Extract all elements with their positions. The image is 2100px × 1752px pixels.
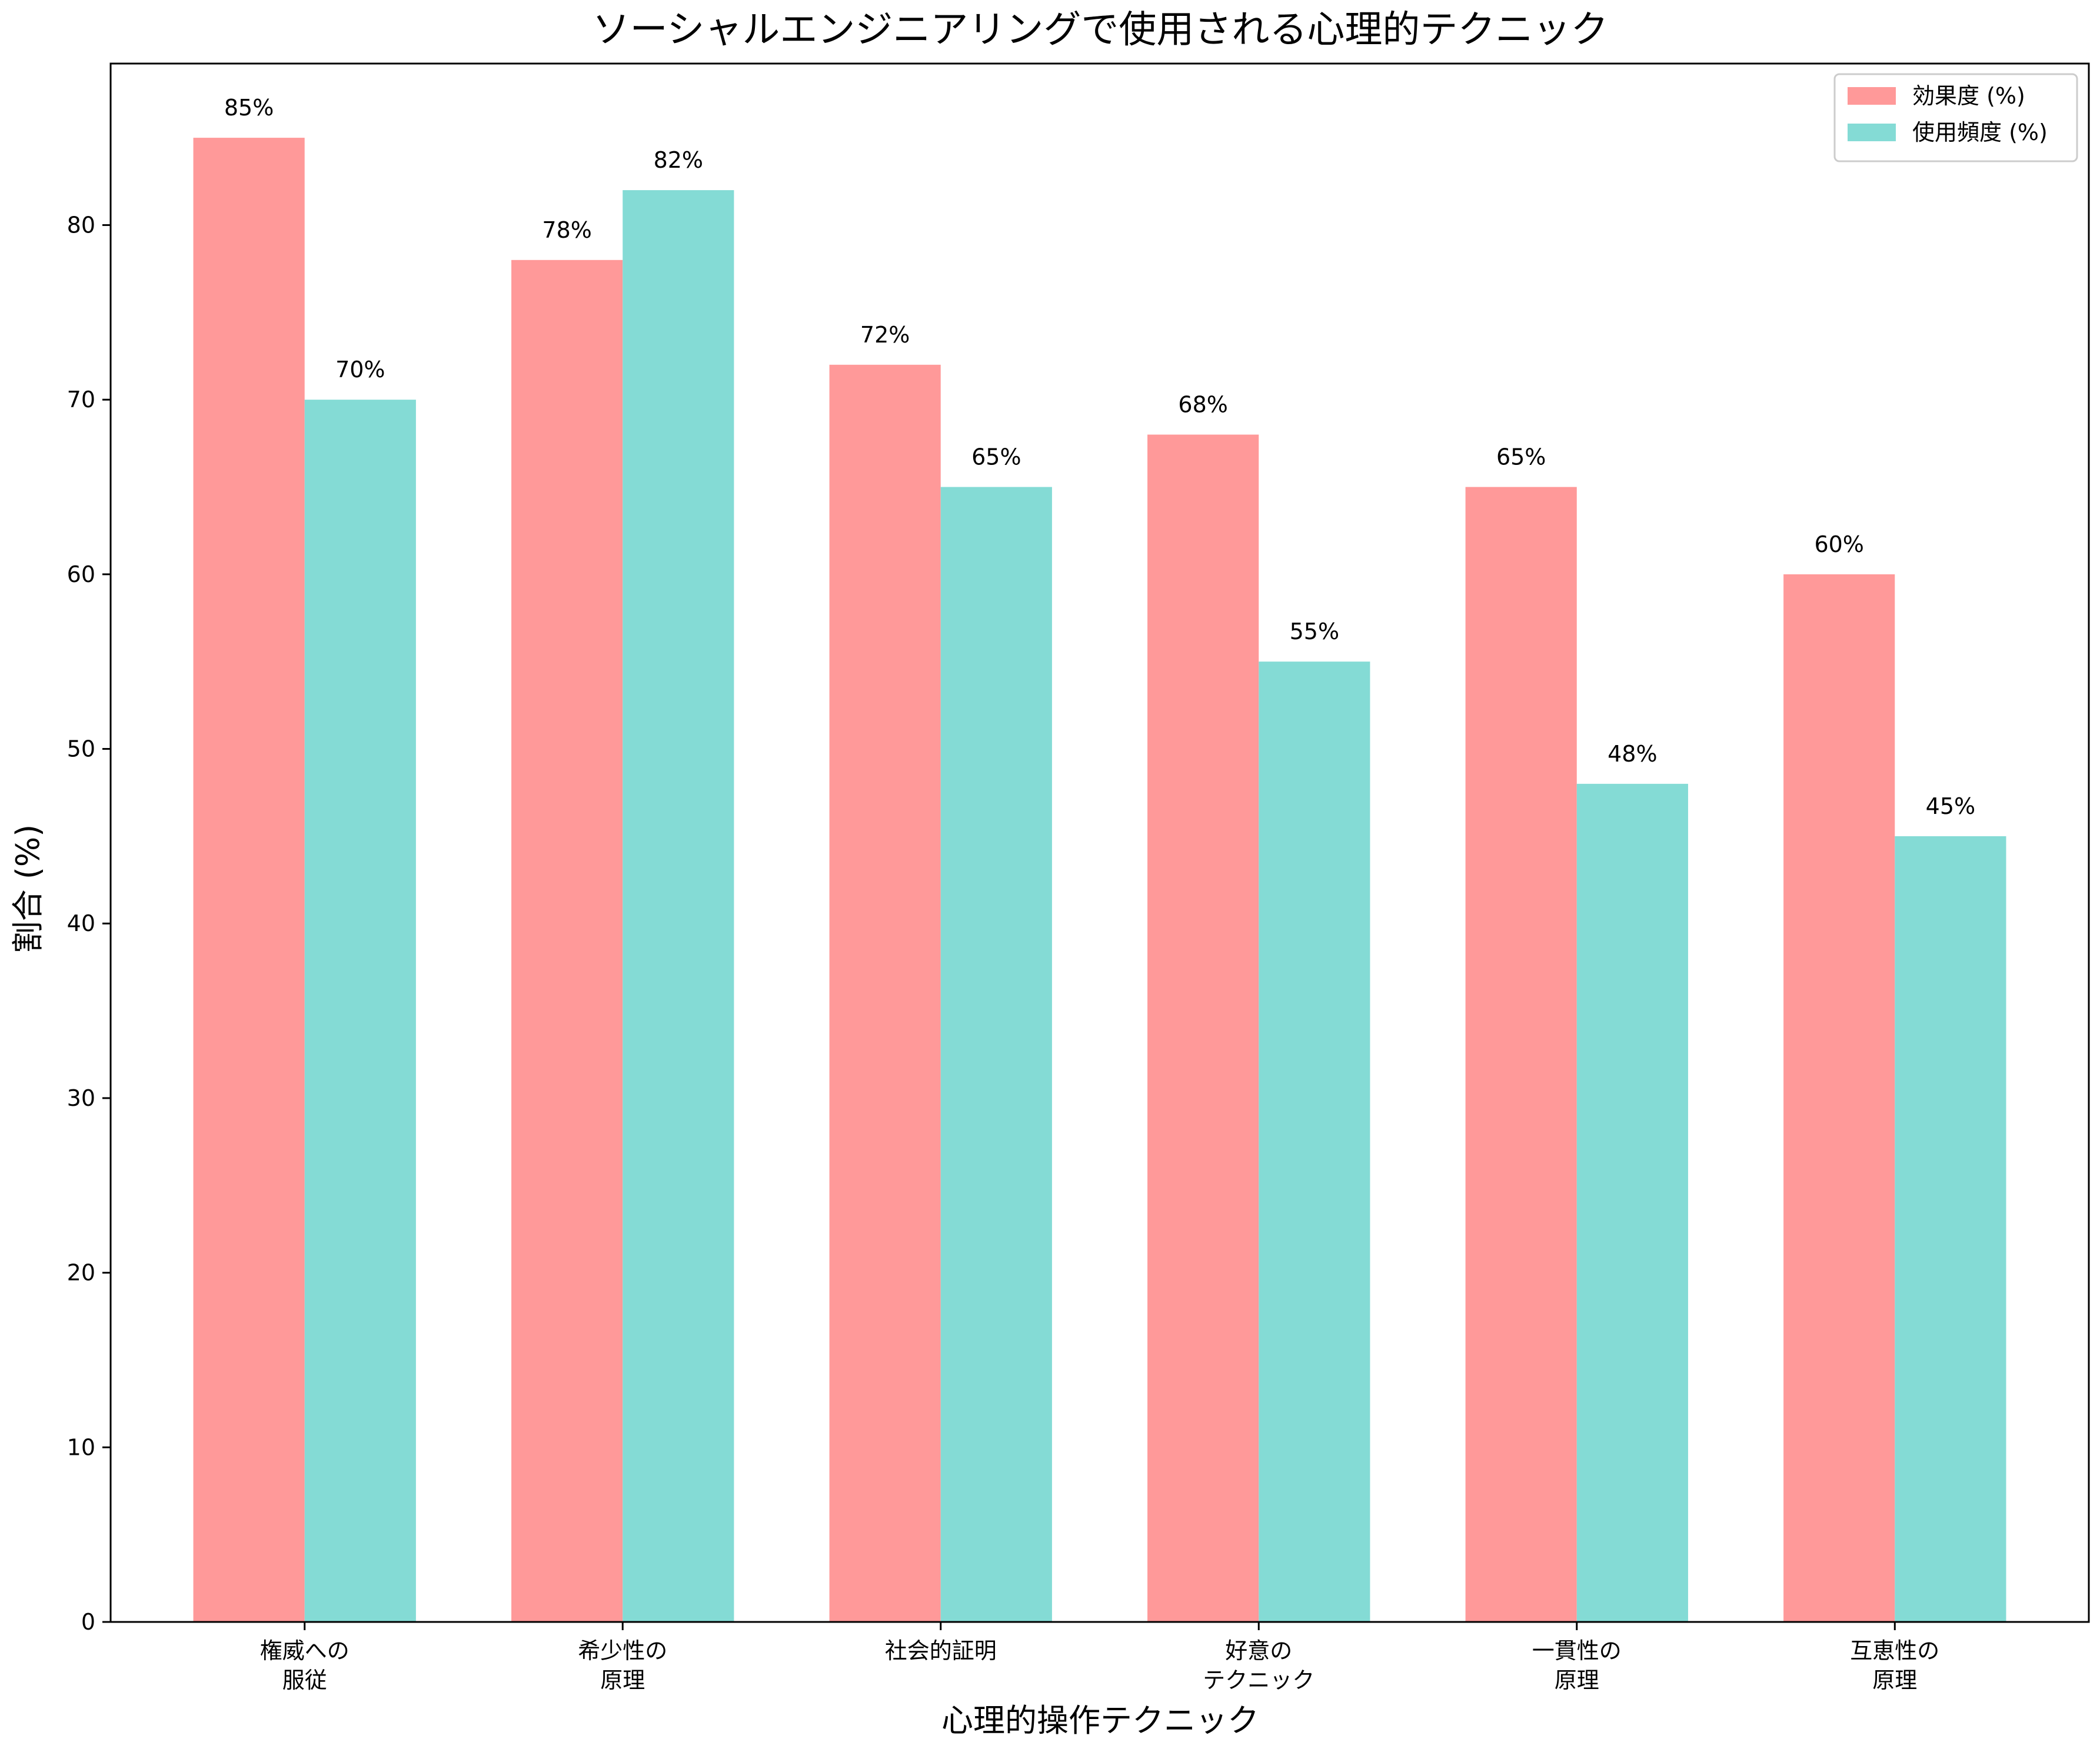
bar-value-label: 82% (654, 147, 703, 173)
x-category-label: 権威への (260, 1638, 350, 1664)
x-category-label: 原理 (600, 1667, 645, 1693)
y-tick-label: 60 (67, 561, 95, 587)
legend-label-1: 使用頻度 (%) (1912, 119, 2048, 145)
x-category-label: 好意の (1225, 1638, 1292, 1664)
y-tick-label: 40 (67, 910, 95, 936)
y-tick-label: 30 (67, 1085, 95, 1111)
bar-effectiveness-0 (193, 138, 305, 1623)
bar-value-label: 85% (224, 95, 274, 121)
chart-title: ソーシャルエンジニアリングで使用される心理的テクニック (593, 8, 1609, 52)
bar-value-label: 60% (1814, 531, 1863, 557)
plot-frame (109, 62, 2090, 1623)
bar-frequency-1 (623, 190, 734, 1623)
y-axis-label: 割合 (%) (9, 825, 46, 953)
bar-value-label: 68% (1178, 391, 1227, 417)
bar-value-label: 65% (971, 444, 1021, 470)
bar-frequency-0 (304, 400, 416, 1623)
y-tick-label: 20 (67, 1260, 95, 1286)
x-category-label: 服従 (282, 1667, 327, 1693)
x-category-label: 互恵性の (1850, 1638, 1939, 1664)
bar-value-label: 45% (1926, 793, 1975, 819)
y-tick-label: 10 (67, 1434, 95, 1460)
bar-frequency-3 (1259, 661, 1370, 1622)
x-category-label: 社会的証明 (885, 1638, 997, 1664)
x-axis-label: 心理的操作テクニック (941, 1702, 1259, 1739)
bar-effectiveness-1 (511, 260, 623, 1623)
bar-frequency-5 (1895, 836, 2006, 1622)
bars-group: 85% 78% 72% 68% 65% 60% 70% 82% 65% 55% 48% 45% (193, 95, 2006, 1623)
bar-value-label: 48% (1608, 741, 1657, 767)
x-category-label: 原理 (1872, 1667, 1917, 1693)
bar-value-label: 65% (1496, 444, 1546, 470)
y-tick-label: 70 (67, 387, 95, 413)
y-tick-label: 0 (81, 1609, 95, 1635)
x-category-label: テクニック (1203, 1667, 1314, 1693)
y-ticks-group: 0 10 20 30 40 50 60 70 80 (67, 212, 111, 1635)
legend-swatch-1 (1848, 124, 1896, 141)
bar-frequency-2 (940, 487, 1052, 1622)
legend-label-0: 効果度 (%) (1912, 83, 2025, 109)
x-category-label: 希少性の (578, 1638, 667, 1664)
bar-effectiveness-4 (1465, 487, 1577, 1622)
bar-value-label: 70% (335, 357, 385, 383)
bar-value-label: 55% (1290, 619, 1339, 644)
legend: 効果度 (%) 使用頻度 (%) (1833, 73, 2078, 162)
x-category-label: 一貫性の (1532, 1638, 1622, 1664)
bar-value-label: 78% (542, 217, 591, 243)
bar-effectiveness-3 (1147, 434, 1259, 1622)
bar-value-label: 72% (860, 322, 910, 348)
bar-effectiveness-5 (1783, 574, 1895, 1622)
bar-effectiveness-2 (829, 364, 941, 1622)
bar-frequency-4 (1576, 783, 1688, 1622)
legend-swatch-0 (1848, 87, 1896, 105)
y-tick-label: 50 (67, 736, 95, 762)
y-tick-label: 80 (67, 212, 95, 238)
x-category-label: 原理 (1555, 1667, 1599, 1693)
